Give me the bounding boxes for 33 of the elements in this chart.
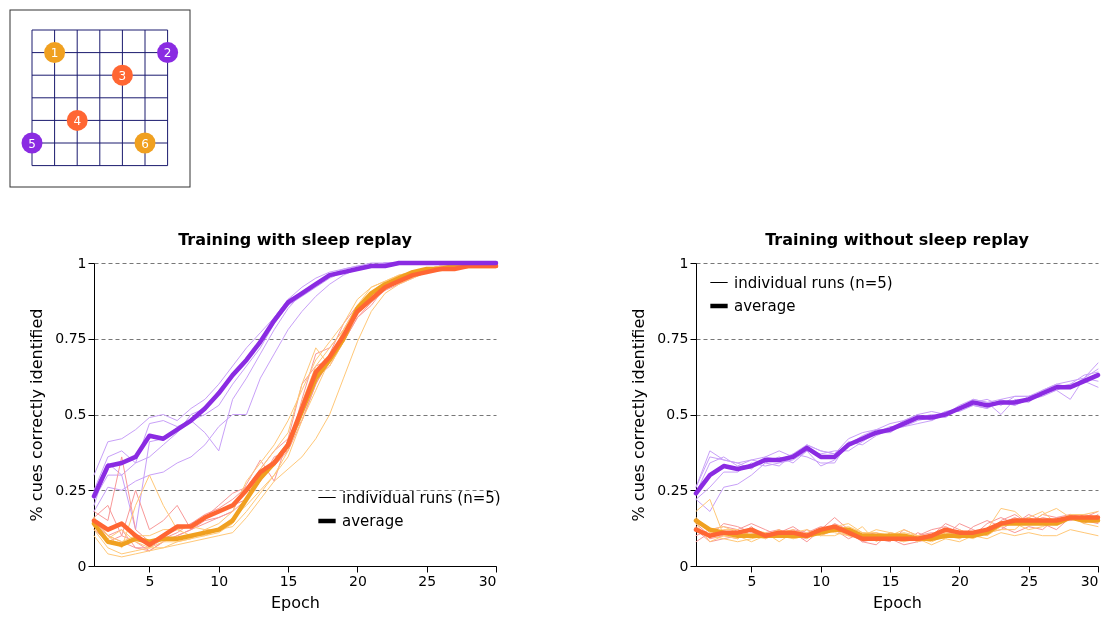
x-tick-label: 30 bbox=[478, 572, 497, 589]
x-tick-label: 5 bbox=[145, 572, 155, 589]
x-tick-label: 25 bbox=[418, 572, 437, 589]
y-tick-label: 0 bbox=[77, 557, 87, 574]
annotation: individual runs (n=5) bbox=[734, 273, 893, 292]
y-tick-label: 0.75 bbox=[657, 330, 689, 347]
x-tick-label: 15 bbox=[881, 572, 900, 589]
grid-diagram: 1 2 3 4 5 6 bbox=[21, 29, 179, 167]
x-tick-label: 30 bbox=[1080, 572, 1099, 589]
x-tick-label: 15 bbox=[279, 572, 298, 589]
x-tick-label: 20 bbox=[950, 572, 969, 589]
chart-title: Training without sleep replay bbox=[765, 230, 1030, 249]
x-axis-title: Epoch bbox=[873, 592, 922, 612]
x-tick-label: 20 bbox=[348, 572, 367, 589]
y-tick-label: 1 bbox=[679, 254, 689, 271]
y-tick-label: 0.25 bbox=[657, 481, 689, 498]
y-tick-label: 0 bbox=[679, 557, 689, 574]
annotation: average bbox=[734, 297, 796, 315]
chart-title: Training with sleep replay bbox=[178, 230, 413, 249]
annotation: individual runs (n=5) bbox=[342, 488, 501, 507]
y-tick-label: 0.5 bbox=[64, 406, 87, 422]
x-tick-label: 10 bbox=[210, 572, 229, 589]
y-tick-label: 0.25 bbox=[55, 481, 87, 498]
annotation: average bbox=[342, 512, 404, 530]
x-axis-title: Epoch bbox=[271, 592, 320, 612]
x-tick-label: 25 bbox=[1020, 572, 1039, 589]
x-tick-label: 5 bbox=[747, 572, 757, 589]
y-axis-title: % cues correctly identified bbox=[27, 308, 47, 522]
y-tick-label: 1 bbox=[77, 254, 87, 271]
y-tick-label: 0.5 bbox=[666, 406, 689, 422]
y-axis-title: % cues correctly identified bbox=[629, 308, 649, 522]
y-tick-label: 0.75 bbox=[55, 330, 87, 347]
x-tick-label: 10 bbox=[812, 572, 831, 589]
